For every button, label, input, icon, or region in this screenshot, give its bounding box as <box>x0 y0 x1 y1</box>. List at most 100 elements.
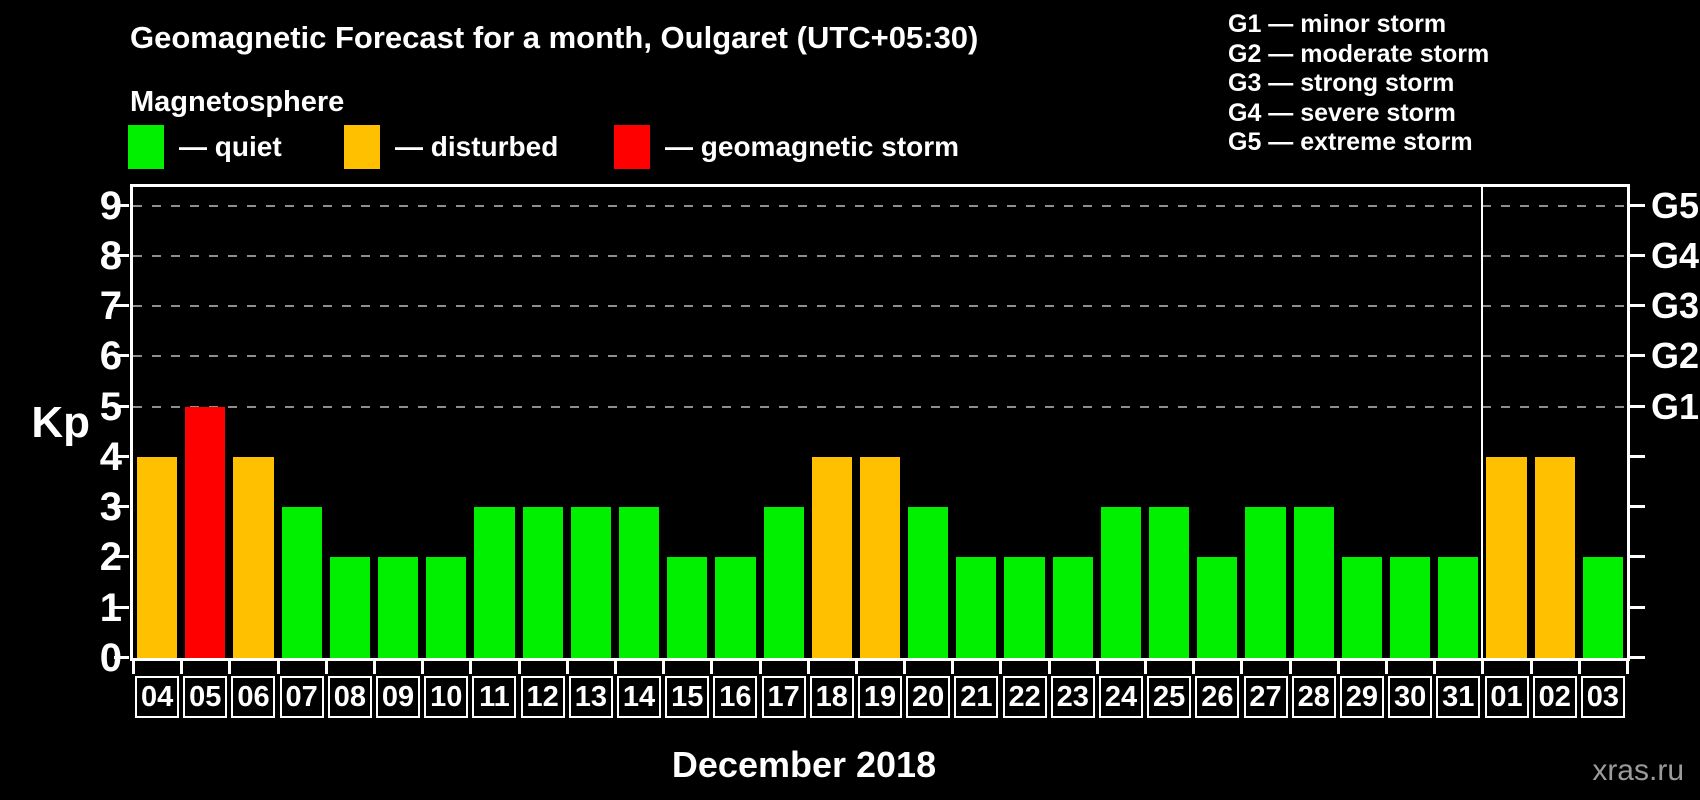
x-boundary-tick <box>565 661 569 674</box>
y-axis-label-9: 9 <box>99 183 122 228</box>
gridline-kp8 <box>133 254 1627 257</box>
g-axis-label-g3: G3 <box>1651 285 1700 327</box>
g-axis-label-g1: G1 <box>1651 385 1700 427</box>
y-axis-label-2: 2 <box>99 535 122 580</box>
x-boundary-tick <box>421 661 425 674</box>
bar-day-11 <box>474 507 515 658</box>
day-label-07: 07 <box>279 676 324 718</box>
g-legend-line-g4: G4 — severe storm <box>1228 98 1456 127</box>
day-label-30: 30 <box>1388 676 1433 718</box>
day-label-04: 04 <box>135 676 180 718</box>
gridline-kp6 <box>133 355 1627 358</box>
bar-day-06 <box>233 456 274 658</box>
bar-day-18 <box>811 456 852 658</box>
y-axis-label-1: 1 <box>99 585 122 630</box>
x-boundary-tick <box>662 661 666 674</box>
x-boundary-tick <box>1385 661 1389 674</box>
gridline-kp5 <box>133 405 1627 408</box>
day-label-24: 24 <box>1098 676 1143 718</box>
disturbed-color-swatch <box>344 125 380 169</box>
day-label-18: 18 <box>809 676 854 718</box>
bar-day-23 <box>1052 557 1093 658</box>
x-boundary-tick <box>951 661 955 674</box>
y-tick-right-8 <box>1630 253 1645 257</box>
bar-day-22 <box>1004 557 1045 658</box>
day-label-23: 23 <box>1050 676 1095 718</box>
legend-item-storm: — geomagnetic storm <box>614 124 959 170</box>
x-boundary-tick <box>1529 661 1533 674</box>
gridline-kp9 <box>133 204 1627 207</box>
y-tick-left-0 <box>114 656 129 659</box>
bar-day-05 <box>185 406 226 658</box>
bar-day-25 <box>1149 507 1190 658</box>
y-tick-right-2 <box>1630 555 1645 559</box>
x-boundary-tick <box>132 661 135 674</box>
quiet-color-swatch <box>128 125 164 169</box>
bar-day-28 <box>1293 507 1334 658</box>
g-axis-label-g4: G4 <box>1651 234 1700 276</box>
g-legend-line-g5: G5 — extreme storm <box>1228 128 1473 156</box>
x-boundary-tick <box>758 661 762 674</box>
y-tick-left-4 <box>114 454 129 458</box>
day-label-02: 02 <box>1532 676 1577 718</box>
bar-day-17 <box>763 507 804 658</box>
y-axis-label-7: 7 <box>99 284 122 329</box>
x-boundary-tick <box>854 661 858 674</box>
x-boundary-tick <box>1577 661 1581 674</box>
day-label-17: 17 <box>761 676 806 718</box>
x-boundary-tick <box>903 661 907 674</box>
legend-label-quiet: — quiet <box>179 131 282 162</box>
bar-day-07 <box>281 507 322 658</box>
day-label-06: 06 <box>231 676 276 718</box>
x-boundary-tick <box>276 661 280 674</box>
g-axis-label-g5: G5 <box>1651 184 1700 226</box>
page-title: Geomagnetic Forecast for a month, Oulgar… <box>130 20 979 55</box>
bar-day-24 <box>1100 507 1142 658</box>
x-boundary-tick <box>710 661 714 674</box>
y-axis-label-0: 0 <box>99 636 122 680</box>
month-separator-line <box>1481 187 1484 658</box>
bar-day-29 <box>1341 557 1383 658</box>
x-boundary-tick <box>1336 661 1340 674</box>
day-label-27: 27 <box>1243 676 1288 718</box>
x-boundary-tick <box>999 661 1003 674</box>
x-boundary-tick <box>180 661 184 674</box>
legend-item-quiet: — quiet <box>128 124 282 170</box>
day-label-14: 14 <box>617 676 662 718</box>
bar-day-03 <box>1582 557 1623 658</box>
x-boundary-tick <box>1288 661 1292 674</box>
y-tick-right-4 <box>1630 454 1645 458</box>
bar-day-26 <box>1197 557 1238 658</box>
x-boundary-tick <box>806 661 810 674</box>
day-label-05: 05 <box>183 676 228 718</box>
day-label-12: 12 <box>520 676 565 718</box>
y-tick-right-3 <box>1630 505 1645 509</box>
y-tick-right-0 <box>1630 656 1645 659</box>
x-boundary-tick <box>228 661 232 674</box>
x-boundary-tick <box>1240 661 1244 674</box>
day-label-22: 22 <box>1002 676 1047 718</box>
plot-area <box>130 184 1630 661</box>
day-label-20: 20 <box>906 676 951 718</box>
bar-day-10 <box>426 557 467 658</box>
day-label-03: 03 <box>1580 676 1625 718</box>
bar-day-09 <box>377 557 419 658</box>
x-boundary-tick <box>1047 661 1051 674</box>
y-axis-label-5: 5 <box>99 384 122 429</box>
g-axis-label-g2: G2 <box>1651 335 1700 377</box>
y-axis-label-3: 3 <box>99 485 122 530</box>
y-tick-left-6 <box>114 354 129 358</box>
day-label-08: 08 <box>327 676 372 718</box>
y-tick-right-5 <box>1630 404 1645 408</box>
x-boundary-tick <box>613 661 617 674</box>
y-tick-right-1 <box>1630 605 1645 609</box>
bar-day-15 <box>667 557 708 658</box>
y-tick-left-9 <box>114 203 129 207</box>
x-boundary-tick <box>1095 661 1099 674</box>
y-axis-label-4: 4 <box>99 434 122 479</box>
bar-day-02 <box>1534 456 1575 658</box>
y-tick-left-1 <box>114 605 129 609</box>
bar-day-30 <box>1390 557 1431 658</box>
y-tick-left-8 <box>114 253 129 257</box>
